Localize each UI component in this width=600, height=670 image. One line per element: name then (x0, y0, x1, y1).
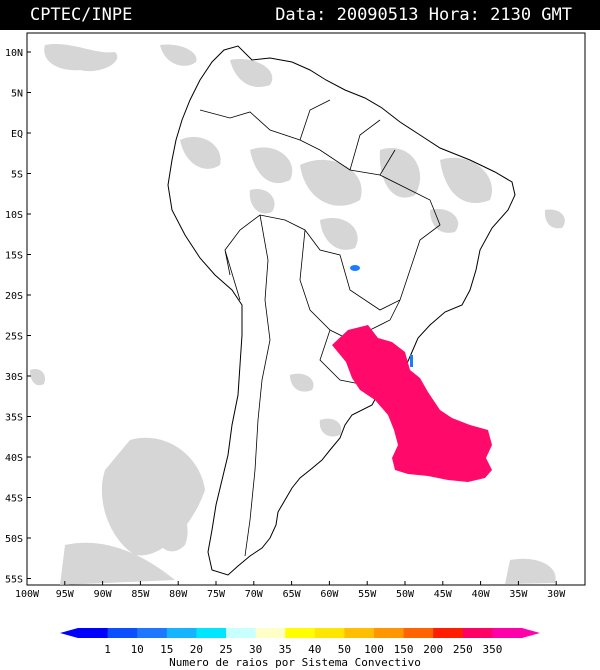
legend-swatch (255, 628, 286, 638)
latitude-label: 55S (5, 575, 23, 586)
longitude-label: 65W (283, 589, 302, 598)
legend-swatch (492, 628, 523, 638)
legend-value: 25 (219, 643, 232, 656)
legend-swatch (107, 628, 138, 638)
legend-swatch (78, 628, 109, 638)
longitude-label: 90W (94, 589, 113, 598)
latitude-label: 30S (5, 372, 23, 383)
legend-value: 350 (482, 643, 502, 656)
longitude-label: 60W (320, 589, 339, 598)
longitude-label: 95W (56, 589, 75, 598)
storm-system (332, 325, 492, 482)
legend-value: 10 (131, 643, 144, 656)
latitude-label: 35S (5, 413, 23, 424)
lightning-map: 10N5NEQ5S10S15S20S25S30S35S40S45S50S55S … (5, 32, 586, 598)
cloud-cover (30, 43, 565, 585)
legend-value: 250 (453, 643, 473, 656)
legend-value: 15 (160, 643, 173, 656)
longitude-label: 75W (207, 589, 226, 598)
latitude-label: EQ (11, 129, 23, 140)
latitude-label: 25S (5, 332, 23, 343)
latitude-label: 15S (5, 251, 23, 262)
south-america-outline (167, 45, 516, 576)
datetime-label: Data: 20090513 Hora: 2130 GMT (275, 5, 572, 25)
legend-value: 35 (279, 643, 292, 656)
convective-cell (410, 355, 413, 367)
legend-caption: Numero de raios por Sistema Convectivo (169, 656, 421, 669)
legend-value: 100 (364, 643, 384, 656)
latitude-label: 40S (5, 453, 23, 464)
legend-swatch (285, 628, 316, 638)
legend-value: 40 (308, 643, 321, 656)
legend-value: 1 (104, 643, 111, 656)
coastline (167, 45, 516, 576)
legend-swatch (137, 628, 168, 638)
longitude-label: 55W (358, 589, 377, 598)
longitude-label: 80W (169, 589, 188, 598)
legend-value: 50 (338, 643, 351, 656)
latitude-label: 10S (5, 210, 23, 221)
longitude-labels: 100W 95W 90W 85W 80W 75W 70W 65W 60W 55W 50W 45W 40W… (15, 581, 566, 598)
longitude-label: 30W (547, 589, 566, 598)
legend-value: 30 (249, 643, 262, 656)
longitude-label: 85W (131, 589, 150, 598)
latitude-label: 5S (11, 170, 23, 181)
legend-value: 150 (394, 643, 414, 656)
latitude-label: 5N (11, 89, 23, 100)
legend-swatch (462, 628, 493, 638)
longitude-label: 100W (15, 589, 40, 598)
legend-swatch (344, 628, 375, 638)
latitude-label: 45S (5, 494, 23, 505)
legend-swatch (196, 628, 227, 638)
legend-right-arrow (522, 628, 540, 638)
legend-swatch (226, 628, 257, 638)
legend-swatch (403, 628, 434, 638)
longitude-label: 45W (434, 589, 453, 598)
legend-values: 1 10 15 20 25 30 35 40 50 100 150 200 250 350 (104, 643, 502, 656)
title-bar: CPTEC/INPE Data: 20090513 Hora: 2130 GMT (0, 0, 600, 30)
legend-value: 200 (423, 643, 443, 656)
latitude-labels: 10N 5N EQ 5S 10S 15S 20S 25S 30S 35S 40S 45S 50S 55S (5, 48, 31, 586)
latitude-label: 20S (5, 291, 23, 302)
legend-swatch (433, 628, 464, 638)
longitude-label: 70W (245, 589, 264, 598)
convective-cell (350, 265, 360, 271)
agency-label: CPTEC/INPE (30, 5, 133, 25)
country-borders (199, 99, 441, 557)
legend-colorbar (60, 628, 540, 638)
longitude-label: 35W (509, 589, 528, 598)
legend-swatch (314, 628, 345, 638)
longitude-label: 50W (396, 589, 415, 598)
longitude-label: 40W (472, 589, 491, 598)
small-convective-cells (350, 265, 413, 367)
legend-swatch (166, 628, 197, 638)
latitude-label: 50S (5, 534, 23, 545)
color-legend: 1 10 15 20 25 30 35 40 50 100 150 200 250 350 Numero … (60, 628, 540, 669)
latitude-label: 10N (5, 48, 23, 59)
legend-swatch (374, 628, 405, 638)
legend-value: 20 (190, 643, 203, 656)
legend-left-arrow (60, 628, 78, 638)
